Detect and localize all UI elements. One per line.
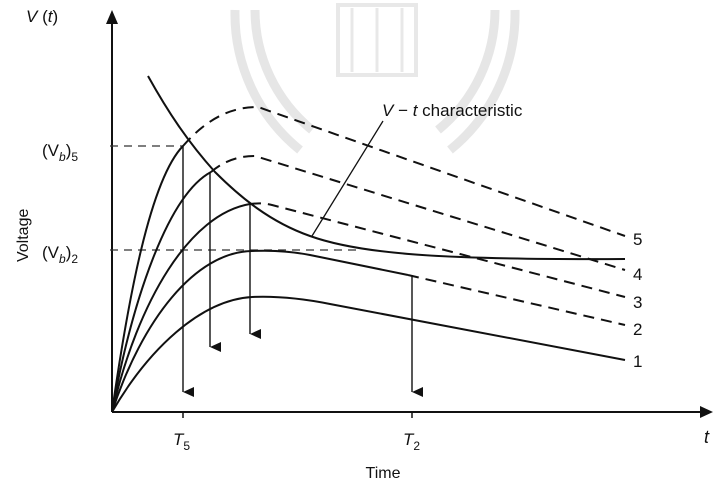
vt-characteristic-label: V − t characteristic [382,101,523,120]
curve-1-rise [111,296,253,413]
x-axis-title: Time [366,465,401,482]
curve-5-dashed [182,105,626,237]
curve-1-decay [251,295,626,361]
curve-label-2: 2 [633,320,642,339]
curve-2-rise [111,250,253,413]
y-axis-symbol: V (t) [26,7,58,26]
x-axis-symbol: t [704,427,710,447]
curve-label-5: 5 [633,230,642,249]
vt-characteristic-curve [147,75,626,261]
x-axis-arrowhead [700,406,713,418]
curve-label-1: 1 [633,352,642,371]
curve-4-dashed [210,154,626,271]
curve-label-4: 4 [633,265,642,284]
curve-label-3: 3 [633,293,642,312]
curve-2-dashed [407,274,626,326]
tick-label-t5: T5 [173,430,190,453]
y-axis-arrowhead [106,10,118,24]
curve-4-rise [111,171,212,413]
tick-label-vb5: (Vb)5 [42,141,78,164]
curve-2-decay [251,249,409,276]
annotation-pointer-line [311,120,384,237]
curve-5-rise [111,145,184,413]
tick-label-t2: T2 [403,430,420,453]
tick-label-vb2: (Vb)2 [42,243,78,266]
curve-3-rise [111,203,251,413]
y-axis-title: Voltage [15,209,32,262]
watermark-seal [230,3,520,154]
